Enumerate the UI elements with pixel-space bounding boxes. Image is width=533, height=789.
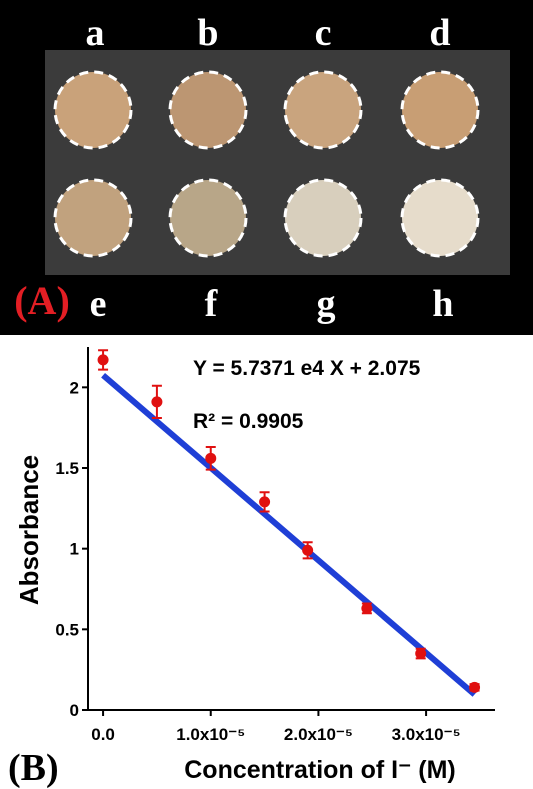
sample-label: g	[317, 283, 336, 325]
x-tick-label: 2.0x10⁻⁵	[284, 725, 353, 744]
y-tick-label: 1.5	[55, 459, 79, 478]
spot	[400, 178, 480, 258]
sample-label: c	[315, 12, 332, 54]
spot	[53, 70, 133, 150]
sample-labels: a b c d e f g h	[86, 12, 454, 325]
annotation: Y = 5.7371 e4 X + 2.075	[193, 357, 421, 380]
data-point	[259, 496, 271, 508]
spot	[283, 70, 363, 150]
x-tick-label: 0.0	[91, 725, 115, 744]
spot	[53, 178, 133, 258]
sample-label: f	[205, 283, 219, 325]
x-axis-title: Concentration of I⁻ (M)	[184, 756, 456, 784]
data-point	[361, 602, 373, 614]
y-tick-label: 1	[70, 540, 79, 559]
sample-label: a	[86, 12, 105, 54]
spot	[168, 178, 248, 258]
annotation: R² = 0.9905	[193, 410, 304, 433]
spot	[283, 178, 363, 258]
sample-label: b	[197, 12, 218, 54]
panel-label: (A)	[14, 278, 70, 323]
panel-label: (B)	[8, 747, 59, 789]
data-point	[469, 681, 481, 693]
data-point	[415, 648, 427, 660]
data-point	[302, 544, 314, 556]
y-tick-label: 2	[70, 378, 79, 397]
x-tick-label: 3.0x10⁻⁵	[392, 725, 461, 744]
data-point	[151, 396, 163, 408]
fit-line	[101, 372, 477, 697]
spots	[53, 70, 480, 258]
y-axis-title: Absorbance	[14, 455, 44, 605]
sample-label: d	[429, 12, 450, 54]
data-point	[97, 354, 109, 366]
spot	[400, 70, 480, 150]
y-tick-label: 0.5	[55, 620, 79, 639]
y-tick-label: 0	[70, 701, 79, 720]
x-tick-label: 1.0x10⁻⁵	[176, 725, 245, 744]
sample-label: h	[432, 283, 453, 325]
sample-label: e	[90, 283, 107, 325]
spot	[168, 70, 248, 150]
data-point	[205, 452, 217, 464]
